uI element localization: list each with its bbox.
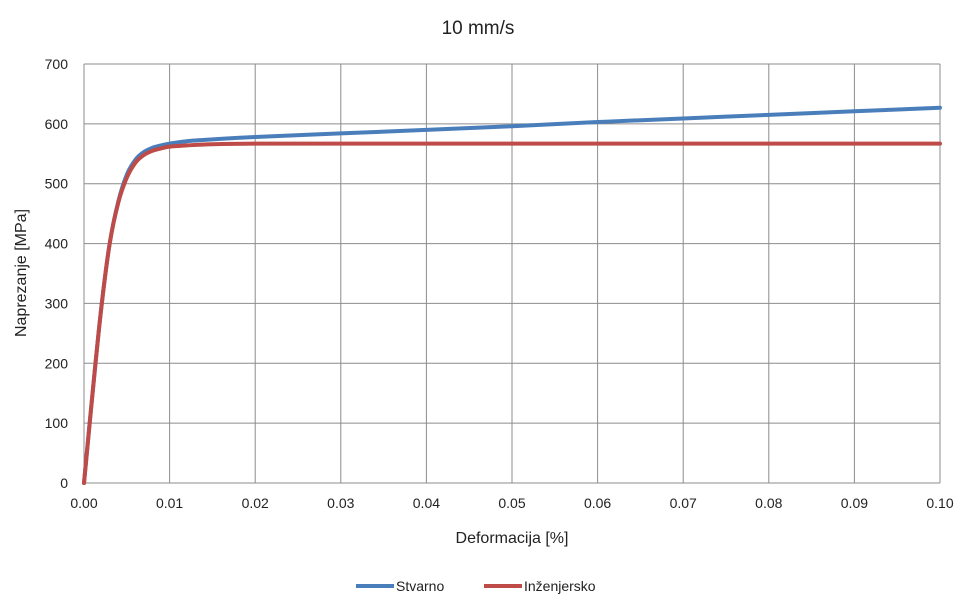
x-tick-label: 0.02 bbox=[242, 495, 269, 511]
x-tick-label: 0.03 bbox=[327, 495, 354, 511]
y-tick-label: 500 bbox=[45, 176, 69, 192]
chart-title: 10 mm/s bbox=[442, 18, 515, 39]
series-layer bbox=[82, 105, 942, 485]
y-axis-label: Naprezanje [MPa] bbox=[13, 209, 30, 337]
x-axis-label: Deformacija [%] bbox=[456, 530, 569, 547]
x-tick-label: 0.09 bbox=[841, 495, 868, 511]
x-tick-label: 0.05 bbox=[498, 495, 525, 511]
y-tick-label: 700 bbox=[45, 56, 69, 72]
x-tick-label: 0.07 bbox=[670, 495, 697, 511]
legend-label: Inženjersko bbox=[524, 578, 596, 594]
x-tick-label: 0.00 bbox=[70, 495, 97, 511]
y-tick-label: 100 bbox=[45, 415, 69, 431]
x-tick-labels: 0.00 0.01 0.02 0.03 0.04 0.05 0.06 0.07 0.08 0.09… bbox=[70, 495, 953, 511]
grid bbox=[83, 63, 941, 484]
x-tick-label: 0.01 bbox=[156, 495, 183, 511]
y-tick-label: 300 bbox=[45, 295, 69, 311]
y-tick-label: 0 bbox=[60, 475, 68, 491]
legend-label: Stvarno bbox=[396, 578, 444, 594]
x-tick-label: 0.04 bbox=[413, 495, 440, 511]
x-tick-label: 0.10 bbox=[926, 495, 953, 511]
legend: Stvarno Inženjersko bbox=[356, 578, 596, 594]
y-tick-label: 200 bbox=[45, 355, 69, 371]
y-tick-label: 600 bbox=[45, 116, 69, 132]
series-line-inzenjersko bbox=[82, 141, 942, 485]
y-tick-label: 400 bbox=[45, 236, 69, 252]
x-tick-label: 0.08 bbox=[755, 495, 782, 511]
x-tick-label: 0.06 bbox=[584, 495, 611, 511]
y-tick-labels: 0 100 200 300 400 500 600 700 bbox=[45, 56, 69, 491]
